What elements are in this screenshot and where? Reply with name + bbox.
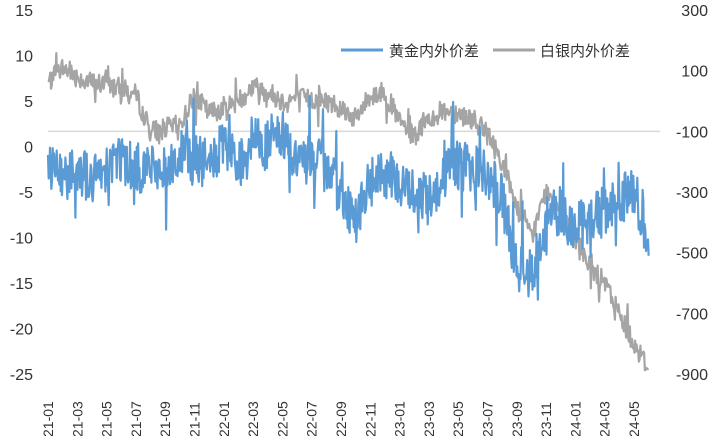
left-tick-label: 15	[15, 3, 33, 20]
left-tick-label: 0	[24, 140, 33, 157]
right-tick-label: -700	[676, 306, 708, 323]
legend-label: 白银内外价差	[540, 42, 630, 60]
left-axis-ticks: 15 10 5 0 -5 -10 -15 -20 -25	[10, 3, 33, 384]
x-tick-label: 21-01	[40, 401, 56, 436]
x-tick-label: 23-05	[450, 401, 466, 436]
x-tick-label: 23-01	[392, 401, 408, 436]
x-axis-ticks: 21-01 21-03 21-05 21-07 21-09 21-11 22-01 22-03…	[40, 401, 642, 436]
x-tick-label: 24-01	[567, 401, 583, 436]
x-tick-label: 22-09	[333, 401, 349, 436]
left-tick-label: 5	[24, 94, 33, 111]
left-tick-label: 10	[15, 49, 33, 66]
legend-label: 黄金内外价差	[389, 42, 479, 60]
x-tick-label: 21-03	[69, 401, 85, 436]
x-tick-label: 21-09	[157, 401, 173, 436]
x-tick-label: 22-11	[362, 402, 378, 436]
x-tick-label: 23-03	[421, 401, 437, 436]
legend: 黄金内外价差 白银内外价差	[341, 42, 630, 60]
left-tick-label: -10	[10, 231, 33, 248]
right-tick-label: 100	[681, 64, 708, 81]
series-lines	[46, 51, 650, 372]
right-tick-label: -900	[676, 367, 708, 384]
x-tick-label: 21-07	[128, 401, 144, 436]
x-tick-label: 21-11	[187, 402, 203, 436]
x-tick-label: 21-05	[99, 401, 115, 436]
x-tick-label: 24-05	[626, 401, 642, 436]
right-tick-label: -500	[676, 246, 708, 263]
series-line-silver	[47, 51, 650, 372]
x-tick-label: 22-03	[245, 401, 261, 436]
right-tick-label: -300	[676, 185, 708, 202]
left-tick-label: -20	[10, 322, 33, 339]
left-tick-label: -5	[19, 185, 33, 202]
x-tick-label: 22-01	[216, 401, 232, 436]
left-tick-label: -25	[10, 367, 33, 384]
x-tick-label: 22-07	[304, 401, 320, 436]
right-axis-ticks: 300 100 -100 -300 -500 -700 -900	[676, 3, 708, 384]
x-tick-label: 22-05	[274, 401, 290, 436]
x-tick-label: 23-07	[480, 401, 496, 436]
x-tick-label: 23-09	[509, 401, 525, 436]
left-tick-label: -15	[10, 276, 33, 293]
right-tick-label: -100	[676, 124, 708, 141]
x-tick-label: 24-03	[597, 401, 613, 436]
series-line-gold	[46, 95, 650, 301]
x-tick-label: 23-11	[538, 402, 554, 436]
right-tick-label: 300	[681, 3, 708, 20]
